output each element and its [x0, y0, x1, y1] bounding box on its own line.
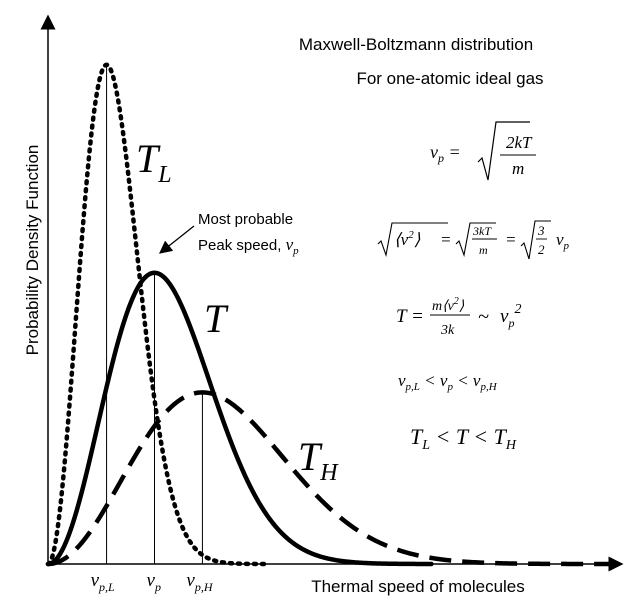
svg-text:=: = [440, 230, 451, 249]
svg-text:=: = [505, 230, 516, 249]
x-tick-label-3: vp,H [186, 570, 213, 594]
svg-text:2kT: 2kT [506, 133, 533, 152]
series-curve-t-l [45, 62, 269, 567]
svg-text:vp2: vp2 [500, 302, 521, 330]
annotation-line-2: Peak speed, vp [198, 235, 299, 257]
series-curve-t-h [47, 390, 613, 567]
svg-text:3: 3 [537, 223, 545, 238]
equation-speed-ordering: vp,L < vp < vp,H [398, 371, 498, 393]
svg-text:m: m [479, 243, 488, 257]
svg-text:3kT: 3kT [472, 224, 492, 238]
svg-text:vp =: vp = [430, 142, 461, 165]
svg-text:vp: vp [556, 230, 570, 252]
svg-text:2: 2 [538, 242, 545, 257]
chart-subtitle: For one-atomic ideal gas [356, 69, 543, 88]
annotation-line-1: Most probable [198, 211, 293, 228]
series-curve-t [45, 270, 434, 567]
equation-rms-speed: ⟨v2⟩ = 3kT m = 3 2 vp [377, 220, 570, 260]
equation-temperature-ordering: TL < T < TH [410, 424, 517, 453]
curve-label-t-l: TL [136, 136, 172, 188]
svg-text:3k: 3k [440, 323, 455, 338]
svg-text:m: m [512, 159, 524, 178]
curve-label-t-h: TH [298, 434, 339, 486]
equation-most-probable-speed: vp = 2kT m [430, 121, 536, 181]
svg-text:m⟨v2⟩: m⟨v2⟩ [432, 296, 465, 314]
x-tick-label-1: vp,L [91, 570, 115, 594]
chart-title: Maxwell-Boltzmann distribution [299, 35, 533, 54]
equation-temperature: T = m⟨v2⟩ 3k ~ vp2 [396, 296, 521, 338]
x-tick-label-2: vp [147, 570, 161, 594]
y-axis-label: Probability Density Function [23, 145, 42, 356]
svg-text:⟨v2⟩: ⟨v2⟩ [394, 229, 421, 249]
annotation-arrow [158, 225, 195, 254]
svg-text:~: ~ [478, 306, 489, 328]
svg-text:T =: T = [396, 306, 424, 327]
curve-label-t: T [204, 296, 229, 341]
x-axis-label: Thermal speed of molecules [311, 577, 525, 596]
